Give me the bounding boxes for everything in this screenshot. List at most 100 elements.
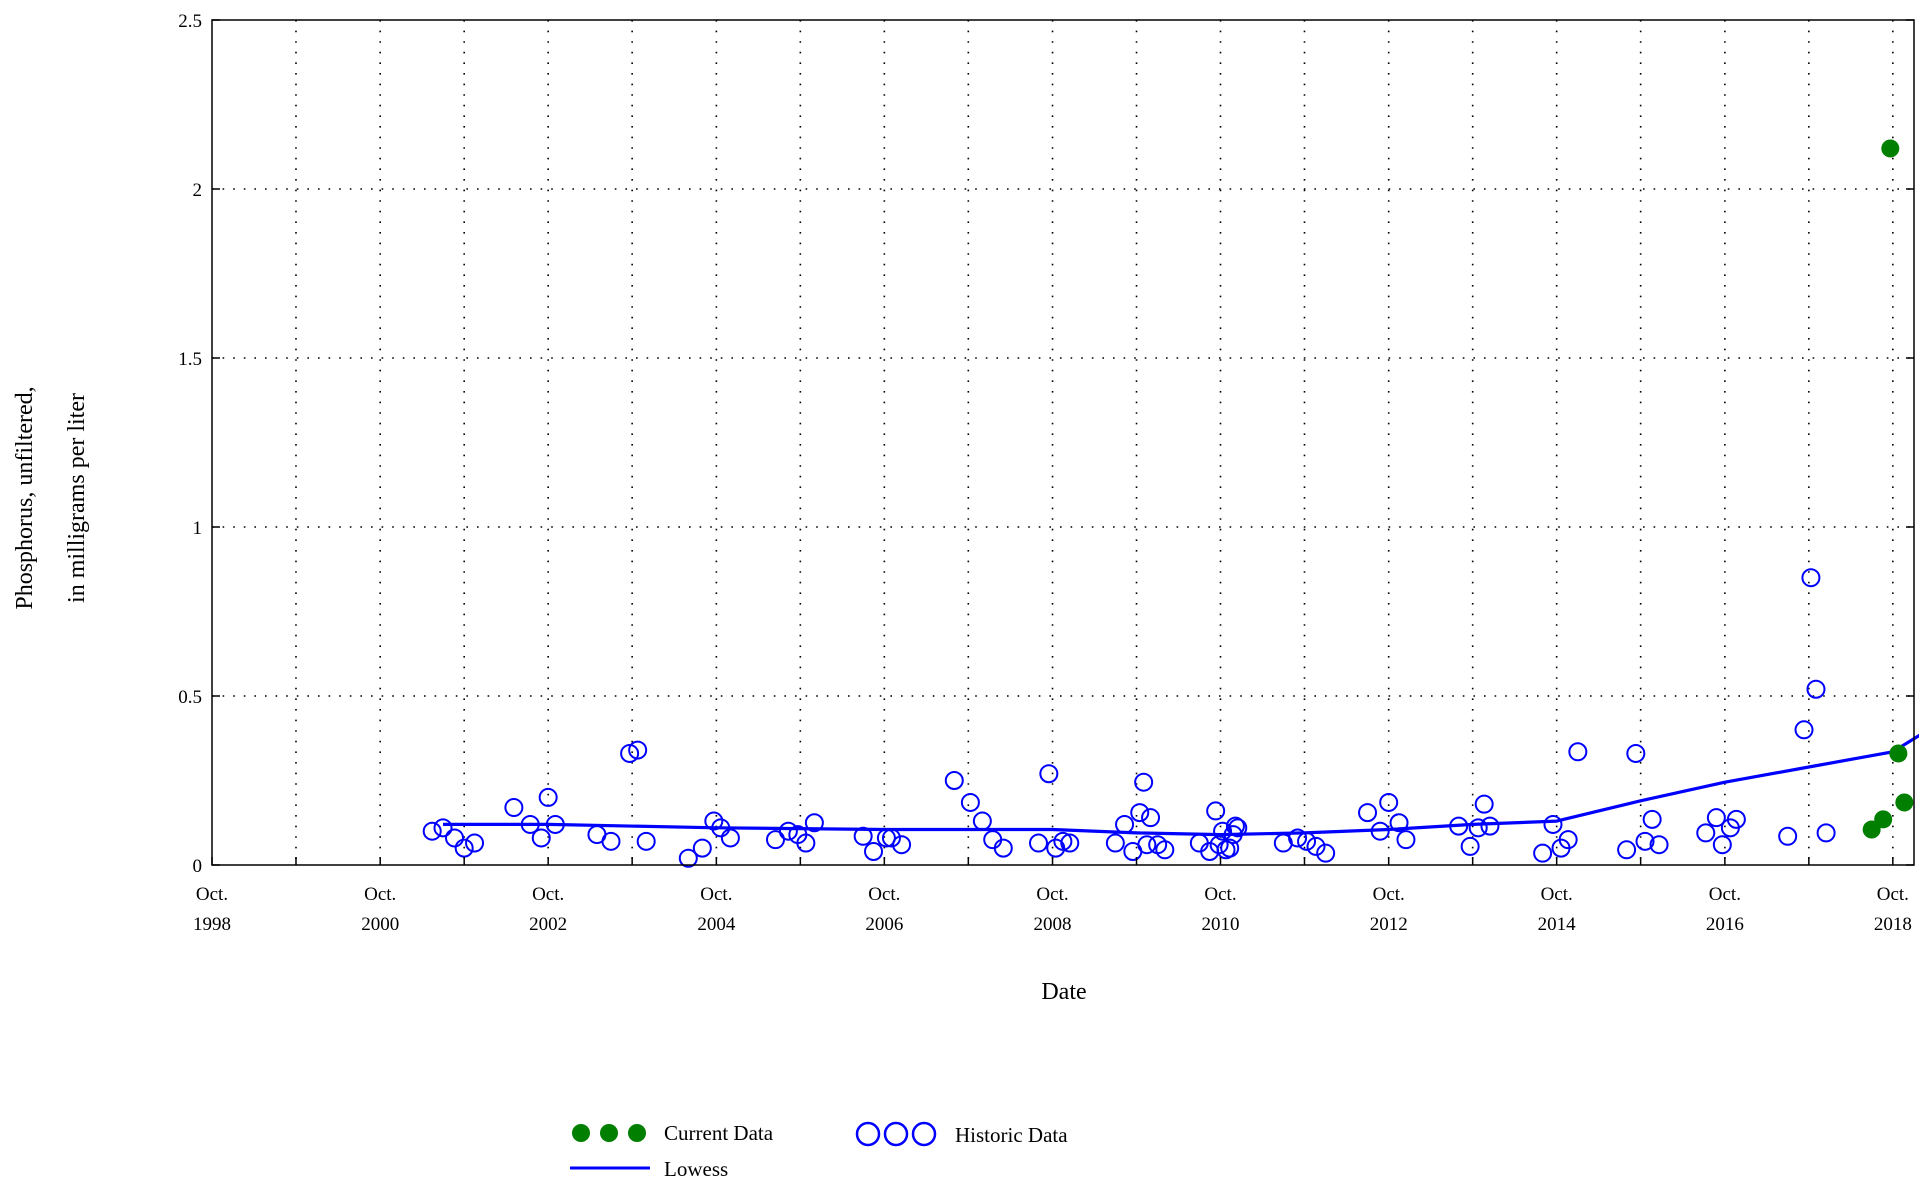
x-tick-label: Oct. <box>1204 884 1236 905</box>
historic-point <box>1543 814 1563 834</box>
legend-current-label: Current Data <box>664 1121 774 1145</box>
historic-point <box>678 848 698 868</box>
historic-point <box>864 841 884 861</box>
historic-point <box>944 771 964 790</box>
historic-point <box>601 831 621 851</box>
historic-point <box>1028 833 1048 853</box>
historic-point <box>881 828 901 848</box>
lowess-line <box>443 733 1919 837</box>
historic-point <box>692 838 712 858</box>
historic-point <box>1706 808 1726 828</box>
historic-point <box>853 826 873 846</box>
historic-point <box>1712 835 1732 855</box>
historic-point <box>1816 823 1836 843</box>
x-tick-label: Oct. <box>1036 884 1068 905</box>
grid-lines <box>212 20 1914 865</box>
x-tick-label: 2006 <box>865 914 903 935</box>
historic-point <box>720 828 740 848</box>
historic-point <box>704 811 724 831</box>
current-points <box>1862 139 1914 839</box>
historic-point <box>892 835 912 855</box>
historic-point <box>876 828 896 848</box>
historic-point <box>960 792 980 812</box>
historic-point <box>1137 835 1157 855</box>
historic-point <box>1370 821 1390 841</box>
historic-point <box>1288 828 1308 848</box>
historic-point <box>1039 764 1059 784</box>
historic-point <box>1155 840 1175 860</box>
historic-point <box>1134 772 1154 792</box>
historic-points <box>422 568 1836 868</box>
historic-point <box>1115 814 1135 834</box>
y-tick-label: 1 <box>193 518 203 539</box>
x-tick-label: Oct. <box>1877 884 1909 905</box>
historic-point <box>1617 840 1637 860</box>
current-point <box>1874 810 1893 829</box>
historic-point <box>1801 568 1821 588</box>
x-tick-label: Oct. <box>364 884 396 905</box>
y-tick-label: 0 <box>193 856 203 877</box>
x-tick-label: 2000 <box>361 914 399 935</box>
legend-current-marker <box>600 1124 618 1142</box>
historic-point <box>1213 821 1233 841</box>
historic-point <box>465 833 485 853</box>
historic-point <box>1474 794 1494 814</box>
historic-point <box>972 811 992 831</box>
x-tick-label: Oct. <box>1709 884 1741 905</box>
historic-point <box>620 743 640 763</box>
x-tick-label: Oct. <box>532 884 564 905</box>
historic-point <box>1568 742 1588 762</box>
current-point <box>1881 139 1900 158</box>
x-tick-label: 2016 <box>1706 914 1744 935</box>
historic-point <box>433 818 453 838</box>
historic-point <box>1649 835 1669 855</box>
historic-point <box>1449 816 1469 836</box>
x-tick-label: 1998 <box>193 914 231 935</box>
plot-frame <box>211 19 1915 866</box>
historic-point <box>983 830 1003 850</box>
historic-point <box>1533 843 1553 863</box>
historic-point <box>1806 679 1826 699</box>
legend-historic-marker <box>911 1121 937 1147</box>
x-tick-label: Oct. <box>1373 884 1405 905</box>
x-tick-label: 2008 <box>1034 914 1072 935</box>
x-tick-label: 2002 <box>529 914 567 935</box>
historic-point <box>1468 818 1488 838</box>
historic-point <box>1316 843 1336 863</box>
historic-point <box>445 828 465 848</box>
y-tick-label: 2 <box>193 180 203 201</box>
historic-point <box>636 831 656 851</box>
historic-point <box>504 798 524 818</box>
historic-point <box>993 838 1013 858</box>
x-tick-label: Oct. <box>868 884 900 905</box>
historic-point <box>1225 816 1245 836</box>
historic-point <box>1635 831 1655 851</box>
historic-point <box>765 830 785 850</box>
historic-point <box>520 814 540 834</box>
historic-point <box>531 828 551 848</box>
x-tick-label: 2010 <box>1201 914 1239 935</box>
legend-lowess-label: Lowess <box>664 1157 728 1181</box>
historic-point <box>1189 833 1209 853</box>
historic-point <box>545 814 565 834</box>
y-axis-title-line1: Phosphorus, unfiltered, <box>12 386 38 609</box>
historic-point <box>1794 720 1814 740</box>
legend-historic-label: Historic Data <box>955 1123 1068 1147</box>
historic-point <box>454 838 474 858</box>
historic-point <box>1696 823 1716 843</box>
current-point <box>1895 793 1914 812</box>
historic-point <box>1480 816 1500 836</box>
historic-point <box>1130 803 1150 823</box>
historic-point <box>778 821 798 841</box>
historic-point <box>1358 803 1378 823</box>
historic-point <box>1105 833 1125 853</box>
x-tick-label: Oct. <box>196 884 228 905</box>
historic-point <box>1626 743 1646 763</box>
axis-ticks: 0 0.5 1 1.5 2 2.5 Oct. 1998 Oct. 2000 Oct. 2002 Oct.… <box>178 11 1914 935</box>
historic-point <box>1558 830 1578 850</box>
historic-point <box>1379 792 1399 812</box>
legend-current-marker <box>572 1124 590 1142</box>
x-tick-label: Oct. <box>1541 884 1573 905</box>
historic-point <box>1726 809 1746 829</box>
